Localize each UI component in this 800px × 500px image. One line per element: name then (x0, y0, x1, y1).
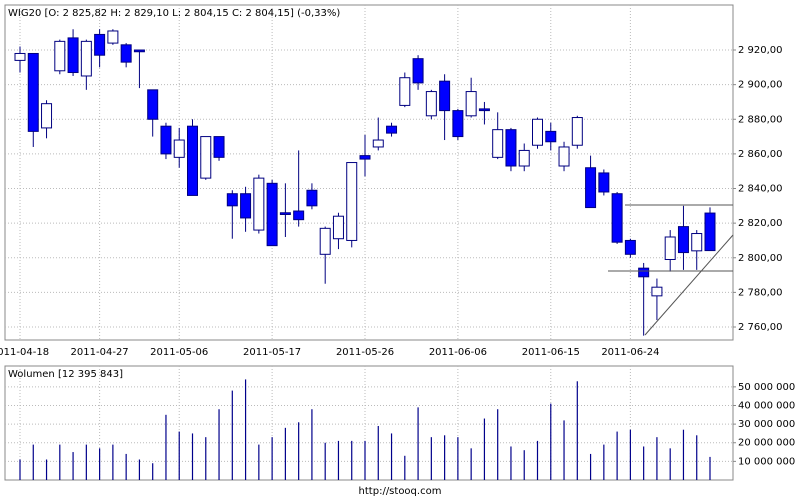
candle-body (638, 267, 650, 278)
x-tick-label: 2011-05-17 (243, 347, 301, 358)
candle-body (399, 77, 411, 106)
x-tick-label: 2011-06-15 (522, 347, 580, 358)
candle-body (624, 239, 636, 255)
candle-body (532, 118, 543, 146)
candle-body (293, 210, 305, 221)
y-tick-label: 40 000 000 (738, 400, 795, 411)
candle-body (187, 125, 198, 196)
x-tick-label: 2011-05-26 (336, 347, 394, 358)
y-tick-label: 2 800,00 (738, 253, 783, 264)
candle-body (704, 212, 716, 252)
x-tick-label: 2011-06-24 (601, 347, 659, 358)
trend-line (644, 234, 734, 336)
candle-body (571, 117, 583, 146)
y-tick-label: 10 000 000 (738, 456, 795, 467)
candle-body (80, 40, 92, 77)
candle-body (41, 103, 53, 129)
candle-body (558, 146, 570, 167)
candle-body (518, 149, 530, 167)
candle-body (147, 89, 159, 120)
candle-body (545, 130, 557, 143)
x-tick-label: 2011-04-27 (71, 347, 129, 358)
candle-body (677, 226, 689, 254)
y-tick-label: 2 780,00 (738, 287, 783, 298)
candle-body (412, 58, 424, 84)
candle-body (226, 193, 238, 207)
candle-body (492, 129, 504, 158)
chart-title: WIG20 [O: 2 825,82 H: 2 829,10 L: 2 804,… (8, 8, 340, 19)
candle-body (279, 212, 291, 215)
candle-body (425, 91, 437, 117)
x-tick-label: 2011-04-18 (0, 347, 49, 358)
y-tick-label: 30 000 000 (738, 419, 795, 430)
y-tick-label: 2 880,00 (738, 114, 783, 125)
candle-body (359, 155, 371, 160)
candle-body (478, 108, 490, 112)
candle-body (439, 80, 451, 112)
candle-body (54, 40, 66, 72)
footer: http://stooq.com (359, 486, 442, 497)
candle-body (133, 49, 145, 53)
candle-body (372, 139, 384, 148)
volume-title: Wolumen [12 395 843] (8, 369, 123, 380)
y-tick-label: 2 920,00 (738, 45, 783, 56)
candle-body (213, 136, 225, 158)
candle-body (173, 139, 185, 158)
y-tick-label: 2 820,00 (738, 218, 783, 229)
candle-body (120, 44, 132, 63)
candle-body (306, 189, 318, 207)
candle-body (94, 33, 106, 56)
candle-body (386, 125, 398, 134)
x-tick-label: 2011-05-06 (150, 347, 208, 358)
candle-body (691, 233, 703, 252)
volume-panel (4, 365, 734, 481)
price-panel (4, 4, 734, 341)
candle-body (319, 227, 331, 255)
y-tick-label: 20 000 000 (738, 438, 795, 449)
candle-body (200, 136, 212, 179)
candle-body (27, 52, 39, 132)
candle-body (67, 37, 79, 74)
candle-body (664, 236, 676, 260)
y-tick-label: 2 860,00 (738, 149, 783, 160)
candle-body (598, 172, 610, 193)
candle-body (266, 182, 278, 247)
y-tick-label: 50 000 000 (738, 382, 795, 393)
candle-body (240, 193, 252, 219)
candle-body (253, 177, 265, 231)
y-tick-label: 2 840,00 (738, 184, 783, 195)
candle-body (452, 110, 464, 138)
candle-body (651, 286, 663, 297)
candle-body (505, 129, 517, 167)
candle-body (160, 125, 172, 155)
candle-body (611, 193, 623, 243)
x-tick-label: 2011-06-06 (429, 347, 487, 358)
y-tick-label: 2 760,00 (738, 322, 783, 333)
candle-body (585, 167, 597, 209)
y-tick-label: 2 900,00 (738, 80, 783, 91)
candle-body (14, 52, 26, 61)
candle-body (465, 91, 477, 117)
candle-body (332, 215, 344, 240)
candle-body (107, 30, 119, 44)
candle-body (346, 162, 358, 241)
